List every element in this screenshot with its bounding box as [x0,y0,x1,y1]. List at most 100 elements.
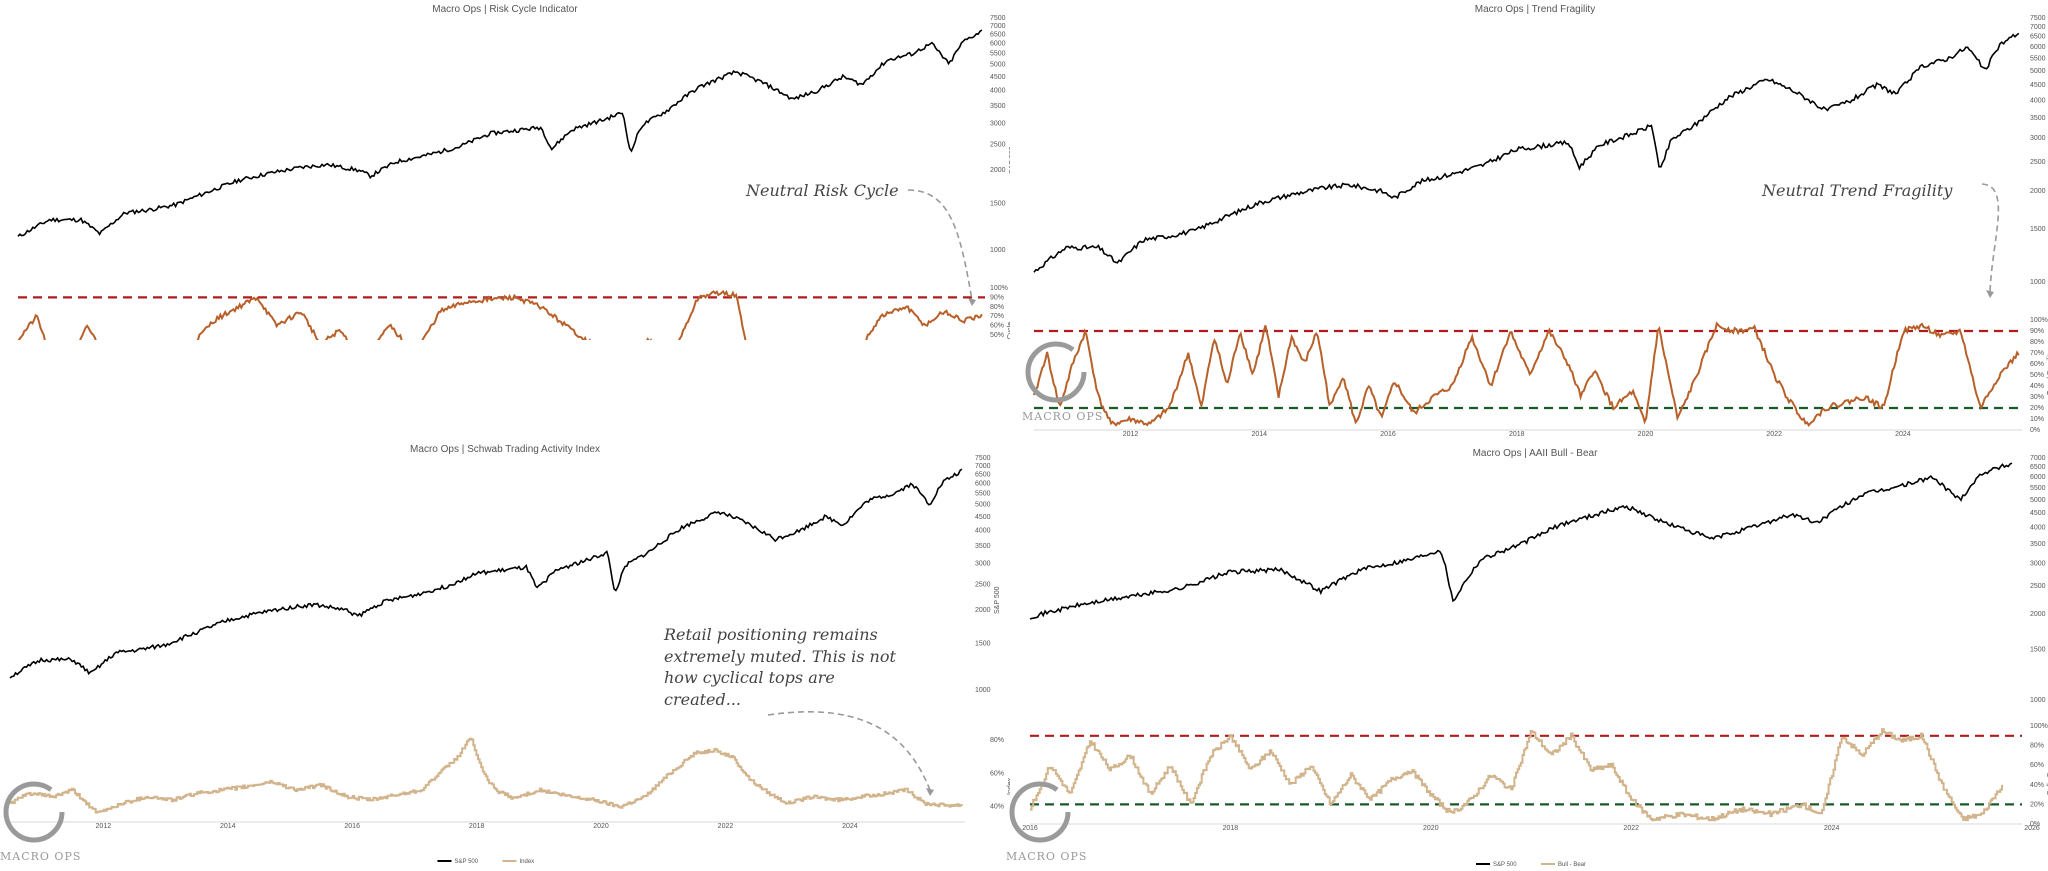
y2-tick-label: 20% [2030,801,2044,808]
sp500-line [9,468,963,679]
y-tick-label: 4500 [2030,510,2046,517]
sp500-axis: 7000 6500 6000 5500 5000 4500 4000 3500 3000 2500… [2030,455,2046,704]
y2-tick-label: 60% [2030,762,2044,769]
x-tick-label: 2018 [469,823,485,830]
y-tick-label: 6500 [2030,34,2046,41]
y-tick-label: 2500 [2030,159,2046,166]
y2-axis-label: Risk Cycle [1007,322,1010,340]
macro-ops-logo: MACRO OPS [0,770,80,870]
y-tick-label: 3000 [975,561,991,568]
oscillator-line [10,737,963,814]
annotation-arrow-head [1986,290,1994,298]
y-tick-label: 3500 [990,103,1006,110]
y2-tick-label: 60% [990,770,1004,777]
y-tick-label: 4000 [2030,525,2046,532]
annotation-arrow [1981,183,2000,293]
y-tick-label: 4500 [990,74,1006,81]
y-tick-label: 2000 [2030,188,2046,195]
legend-label: S&P 500 [455,859,479,865]
y-tick-label: 5500 [2030,485,2046,492]
y-tick-label: 7500 [990,15,1006,22]
schwab-panel: Macro Ops | Schwab Trading Activity Inde… [0,440,1010,871]
x-tick-label: 2016 [1022,825,1038,832]
y-tick-label: 5500 [975,491,991,498]
y-tick-label: 3000 [2030,560,2046,567]
y-tick-label: 6500 [2030,464,2046,471]
annotation-arrow [767,711,931,791]
oscillator-axis: 80% 60% 40% Index [990,737,1010,811]
y-axis-label: S&P 500 [994,586,1001,614]
y2-tick-label: 100% [990,285,1008,292]
y-tick-label: 1500 [975,640,991,647]
y2-tick-label: 30% [2030,394,2044,401]
x-tick-label: 2026 [2024,825,2040,832]
chart-annotation: Retail positioning remains extremely mut… [664,625,896,709]
y2-tick-label: 60% [990,323,1004,330]
y-tick-label: 7000 [2030,455,2046,462]
sp500-axis: 7500700065006000550050004500400035003000… [975,455,1001,694]
y2-tick-label: 80% [990,737,1004,744]
legend-label: Bull - Bear [1558,862,1586,868]
legend: S&P 500 Index [437,859,535,865]
y-tick-label: 4000 [990,87,1006,94]
sp500-axis: 7500700065006000550050004500400035003000… [990,15,1010,254]
annotation-arrow-head [968,298,976,306]
legend: S&P 500 Bull - Bear [1476,862,1586,868]
y-tick-label: 1500 [2030,647,2046,654]
x-tick-label: 2016 [1380,431,1396,438]
y2-tick-label: 90% [990,294,1004,301]
annotation-arrow-head [926,788,934,796]
x-tick-label: 2012 [96,823,112,830]
y-tick-label: 2000 [975,607,991,614]
y-tick-label: 6500 [990,31,1006,38]
x-tick-label: 2024 [1824,825,1840,832]
y2-tick-label: 0% [2030,821,2040,828]
x-tick-label: 2022 [718,823,734,830]
y-tick-label: 2500 [2030,583,2046,590]
y2-tick-label: 20% [2030,405,2044,412]
y2-tick-label: 90% [2030,328,2044,335]
y-tick-label: 6500 [975,471,991,478]
y2-tick-label: 0% [2030,427,2040,434]
y-tick-label: 1500 [2030,226,2046,233]
y-tick-label: 5000 [990,62,1006,69]
y2-tick-label: 10% [2030,416,2044,423]
macro-ops-logo: MACRO OPS [1006,770,1086,870]
x-tick-label: 2022 [1766,431,1782,438]
sp500-line [17,29,983,237]
y2-tick-label: 70% [2030,350,2044,357]
y-tick-label: 4000 [2030,97,2046,104]
chart-title: Macro Ops | Risk Cycle Indicator [432,4,578,15]
y2-tick-label: 40% [990,804,1004,811]
y2-tick-label: 50% [990,332,1004,339]
y-tick-label: 5000 [2030,497,2046,504]
y-tick-label: 7000 [990,23,1006,30]
x-tick-label: 2020 [1638,431,1654,438]
x-tick-label: 2012 [1123,431,1139,438]
y-tick-label: 6000 [990,41,1006,48]
sp500-axis: 7500700065006000550050004500400035003000… [2030,15,2046,286]
x-tick-label: 2020 [593,823,609,830]
y2-axis-label: Index [1007,777,1010,795]
chart-annotation: Neutral Risk Cycle [746,181,899,200]
x-tick-label: 2020 [1423,825,1439,832]
y-tick-label: 4500 [975,514,991,521]
y-tick-label: 5000 [975,502,991,509]
y-tick-label: 6000 [2030,474,2046,481]
y2-tick-label: 100% [2030,317,2048,324]
x-tick-label: 2024 [1895,431,1911,438]
oscillator-axis: 100%90%80%70%60%50%40%30%20%10%0%Risk Cy… [990,285,1010,340]
oscillator-line [1033,321,2020,428]
macro-ops-logo: MACRO OPS [1022,330,1102,430]
aaii-chart: 7000 6500 6000 5500 5000 4500 4000 3500 3000 2500… [1022,455,2048,868]
legend-label: Index [520,859,535,865]
y-tick-label: 6000 [2030,44,2046,51]
y-tick-label: 2500 [990,141,1006,148]
y-tick-label: 2500 [975,581,991,588]
x-tick-label: 2024 [842,823,858,830]
x-tick-label: 2014 [1251,431,1267,438]
y-tick-label: 3500 [975,543,991,550]
x-tick-label: 2014 [220,823,236,830]
y-tick-label: 7000 [975,463,991,470]
